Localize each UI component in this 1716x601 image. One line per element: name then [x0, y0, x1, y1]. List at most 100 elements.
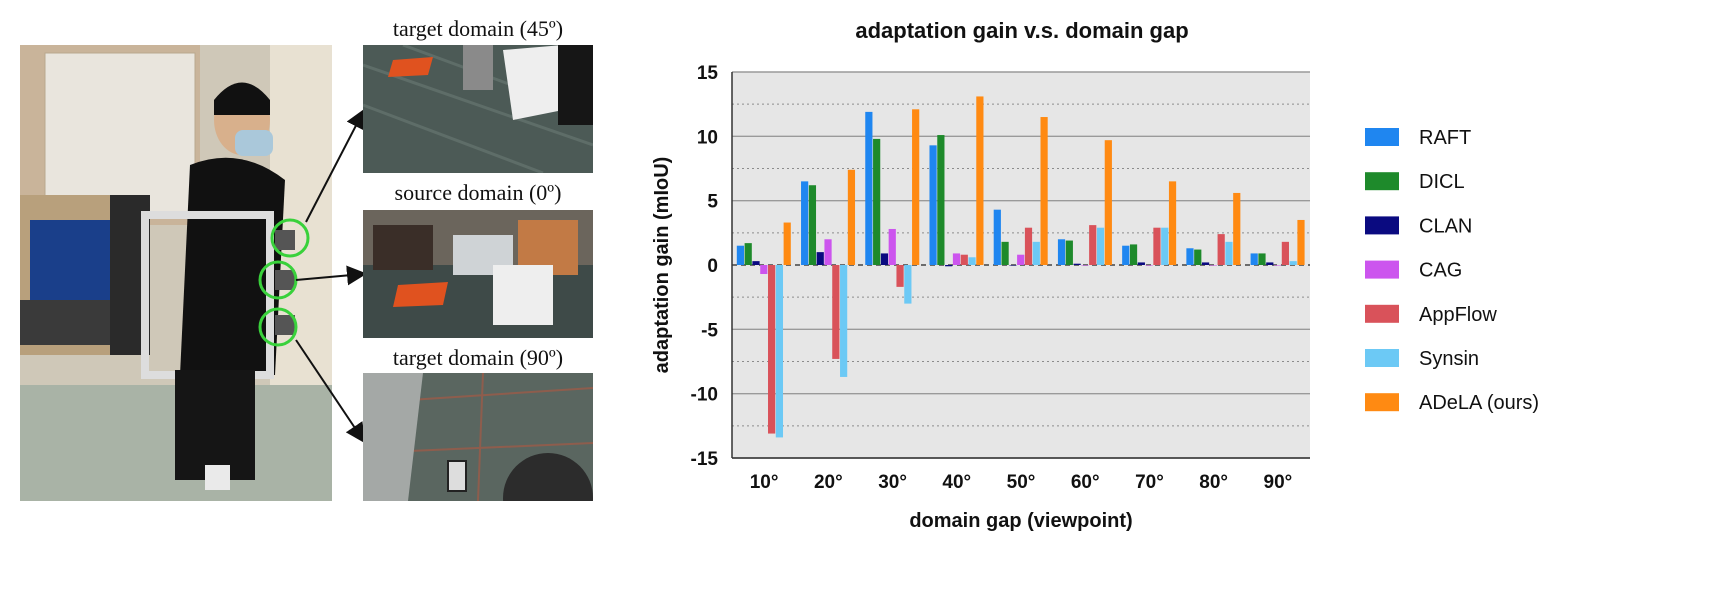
x-tick-label: 10° — [750, 472, 779, 493]
bar — [801, 181, 809, 265]
caption-target-45: target domain (45º) — [392, 16, 564, 41]
bar — [1225, 241, 1233, 265]
target-domain-90-image — [363, 373, 593, 501]
x-tick-label: 50° — [1007, 472, 1036, 493]
bar — [1040, 117, 1048, 266]
bar — [1065, 240, 1073, 265]
bar — [1145, 265, 1153, 266]
bar — [783, 222, 791, 265]
x-tick-label: 30° — [878, 472, 907, 493]
bar — [1104, 140, 1112, 265]
bar — [1201, 262, 1210, 265]
target-domain-45-image — [363, 45, 593, 173]
bar — [1089, 225, 1097, 265]
bar — [896, 265, 904, 287]
bar — [1209, 265, 1217, 266]
legend-swatch — [1365, 216, 1399, 235]
legend-label: RAFT — [1419, 127, 1471, 149]
bar — [1001, 241, 1009, 265]
bar — [808, 185, 817, 265]
bar — [752, 261, 760, 265]
person-with-camera-rig-photo — [20, 45, 332, 501]
bar — [1233, 192, 1241, 265]
chart-title: adaptation gain v.s. domain gap — [855, 18, 1188, 43]
bar — [993, 209, 1001, 265]
bar — [760, 265, 768, 275]
bar — [945, 265, 953, 267]
bar — [960, 254, 968, 265]
bar — [768, 265, 776, 434]
source-domain-0-image — [363, 210, 593, 338]
bar — [888, 228, 896, 265]
bar — [1297, 219, 1305, 265]
bar — [840, 265, 848, 377]
bar — [1258, 253, 1266, 265]
legend-label: CLAN — [1419, 215, 1472, 237]
adaptation-gain-chart: adaptation gain v.s. domain gap 15 10 5 0 -5… — [651, 18, 1539, 532]
bar — [1281, 241, 1289, 265]
bar — [912, 109, 920, 266]
bar — [1032, 241, 1040, 265]
bar — [736, 245, 745, 265]
bar — [1250, 253, 1258, 265]
caption-target-90: target domain (90º) — [392, 345, 564, 370]
bar — [832, 265, 840, 359]
y-tick-label: -10 — [691, 385, 718, 406]
bar — [1194, 249, 1202, 265]
x-tick-label: 70° — [1135, 472, 1164, 493]
bar — [976, 96, 984, 266]
arrow-to-45 — [305, 108, 365, 223]
bar — [744, 243, 752, 265]
y-tick-labels: 15 10 5 0 -5 -10 -15 — [691, 63, 719, 470]
y-tick-label: 10 — [697, 127, 718, 148]
bar — [1217, 234, 1225, 265]
y-tick-label: 5 — [707, 192, 718, 213]
bar — [937, 135, 945, 265]
bar — [968, 257, 976, 265]
bar — [1266, 262, 1274, 265]
x-tick-label: 40° — [942, 472, 971, 493]
legend-swatch — [1365, 393, 1399, 412]
caption-source-0: source domain (0º) — [394, 180, 562, 205]
bar — [1137, 262, 1145, 265]
bar — [1073, 263, 1081, 265]
bar — [1024, 227, 1033, 265]
bar — [880, 253, 889, 265]
bar — [1096, 227, 1105, 265]
legend-label: Synsin — [1419, 348, 1479, 370]
x-tick-label: 20° — [814, 472, 843, 493]
legend-label: ADeLA (ours) — [1419, 392, 1539, 414]
bar — [1168, 181, 1177, 265]
x-tick-label: 90° — [1264, 472, 1293, 493]
legend-swatch — [1365, 172, 1399, 191]
bar — [952, 253, 961, 265]
y-tick-label: -15 — [691, 449, 719, 470]
bar — [847, 169, 856, 265]
legend-label: AppFlow — [1419, 304, 1497, 326]
bar — [775, 265, 784, 438]
bar — [873, 138, 881, 265]
legend: RAFT DICL CLAN CAG AppFlow Synsin ADeLA (ours) — [1365, 127, 1539, 414]
bar — [816, 252, 824, 265]
bar — [1009, 265, 1017, 266]
bar — [929, 145, 937, 265]
x-tick-label: 80° — [1199, 472, 1228, 493]
bar — [1161, 227, 1169, 265]
legend-label: DICL — [1419, 171, 1465, 193]
legend-swatch — [1365, 260, 1399, 279]
bar — [904, 265, 912, 304]
bar — [1017, 254, 1025, 265]
bar — [1289, 261, 1297, 265]
bar — [1129, 244, 1138, 265]
legend-swatch — [1365, 304, 1399, 323]
bar — [1153, 227, 1161, 265]
x-axis-title: domain gap (viewpoint) — [909, 510, 1132, 532]
bar — [1273, 265, 1282, 266]
arrow-to-0 — [295, 265, 367, 286]
legend-swatch — [1365, 349, 1399, 367]
bar — [865, 111, 873, 266]
bar — [824, 239, 832, 265]
x-tick-label: 60° — [1071, 472, 1100, 493]
y-tick-label: 0 — [707, 256, 718, 277]
y-tick-label: -5 — [701, 320, 718, 341]
